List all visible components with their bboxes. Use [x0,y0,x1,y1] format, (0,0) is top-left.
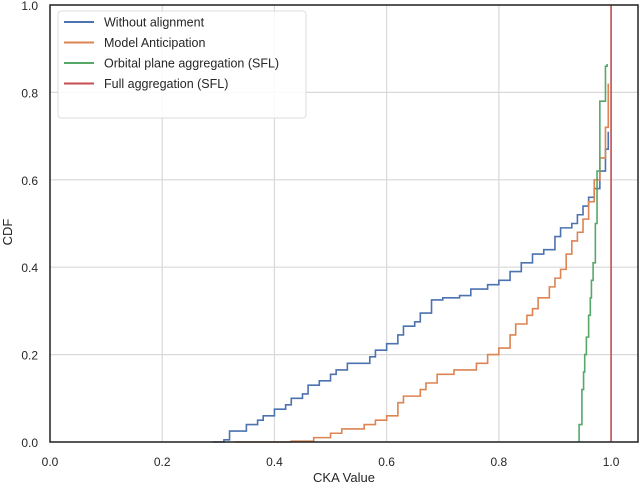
y-tick-labels: 0.0 0.2 0.4 0.6 0.8 1.0 [21,0,38,450]
series-line-2 [578,63,608,442]
y-tick-label: 0.8 [21,86,38,100]
legend: Without alignment Model Anticipation Orbit… [57,10,307,119]
y-tick-label: 0.0 [21,436,38,450]
x-tick-label: 0.4 [266,455,283,469]
legend-label: Full aggregation (SFL) [104,77,228,91]
series-lines [212,5,612,443]
x-axis-label: CKA Value [313,470,375,485]
y-tick-label: 0.4 [21,261,38,275]
x-tick-label: 0.2 [154,455,171,469]
x-tick-label: 0.8 [491,455,508,469]
legend-label: Without alignment [104,16,205,30]
y-tick-label: 1.0 [21,0,38,13]
series-line-0 [212,131,610,443]
y-tick-label: 0.2 [21,349,38,363]
legend-label: Orbital plane aggregation (SFL) [104,57,279,71]
y-axis-label: CDF [0,219,15,246]
plot-frame [49,4,639,443]
y-tick-label: 0.6 [21,174,38,188]
x-tick-label: 0.6 [378,455,395,469]
x-tick-label: 1.0 [603,455,620,469]
x-tick-labels: 0.0 0.2 0.4 0.6 0.8 1.0 [42,455,620,469]
x-tick-label: 0.0 [42,455,59,469]
series-line-1 [235,83,610,443]
legend-box [57,10,307,119]
legend-label: Model Anticipation [104,36,206,50]
